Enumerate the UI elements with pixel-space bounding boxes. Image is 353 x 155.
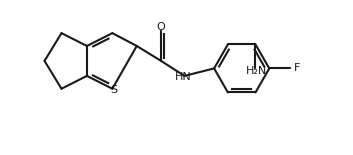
Text: S: S <box>110 85 117 95</box>
Text: HN: HN <box>175 72 192 82</box>
Text: F: F <box>294 63 300 73</box>
Text: O: O <box>157 22 166 32</box>
Text: H₂N: H₂N <box>246 66 267 76</box>
